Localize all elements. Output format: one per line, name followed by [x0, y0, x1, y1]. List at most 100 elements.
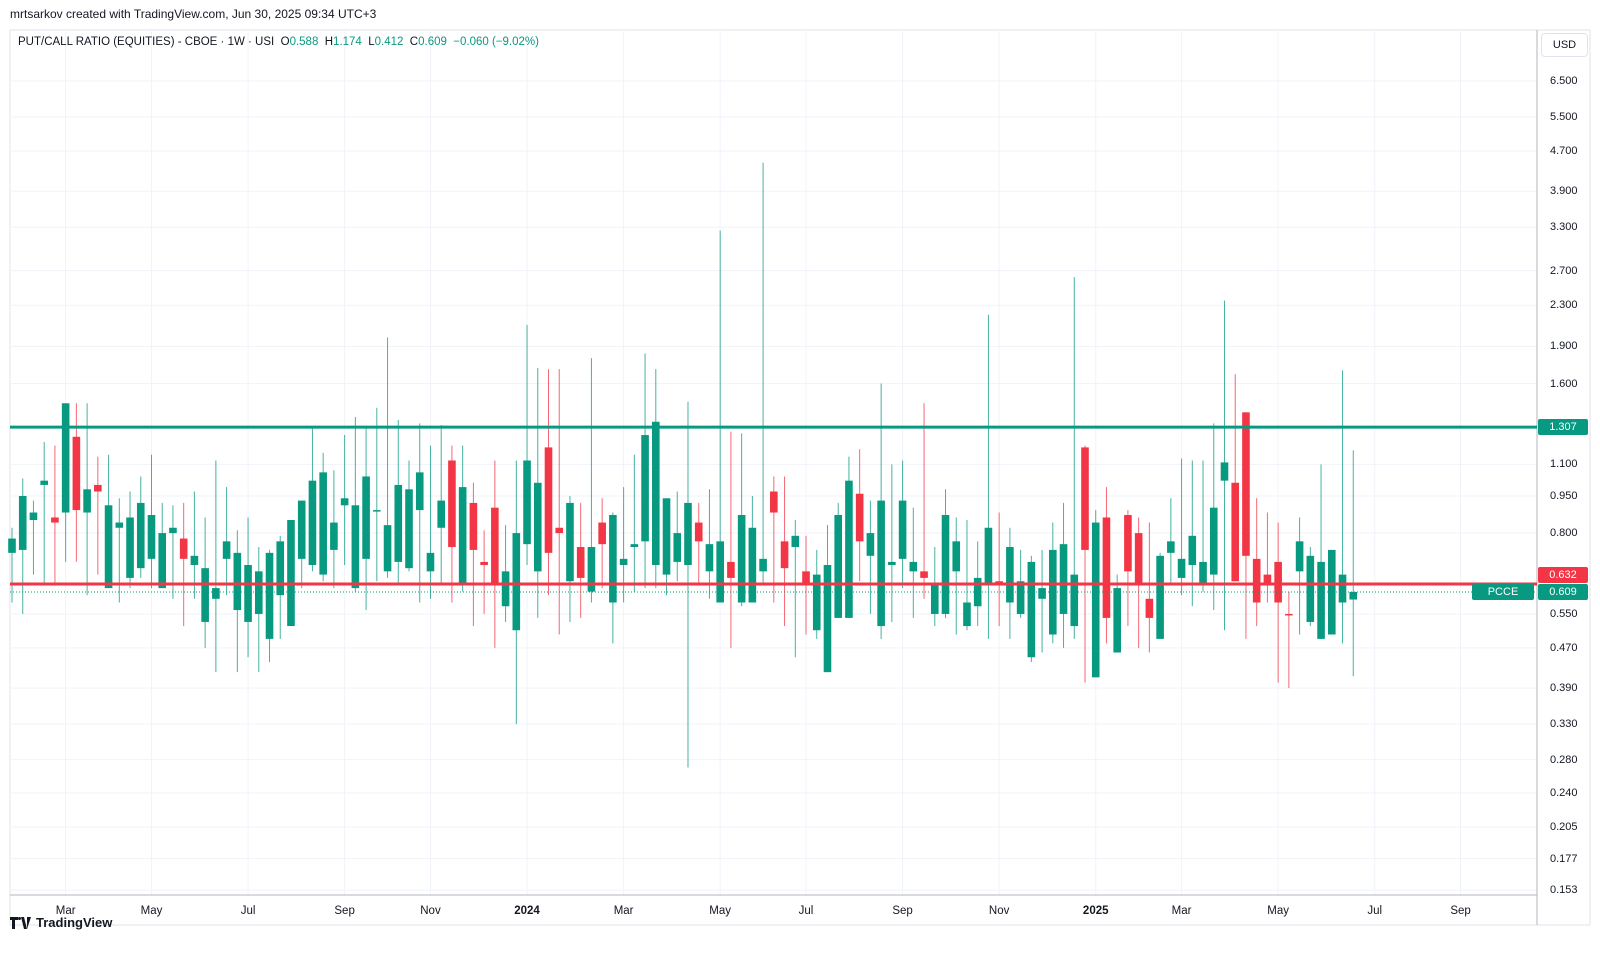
candle-body-up — [297, 500, 306, 559]
price-tick-label: 3.300 — [1550, 221, 1578, 234]
time-tick-label: Jul — [1367, 905, 1383, 917]
candle-body-up — [276, 541, 285, 596]
candle-body-up — [1113, 588, 1121, 653]
symbol-title[interactable]: PUT/CALL RATIO (EQUITIES) - CBOE · 1W · … — [18, 36, 275, 48]
candle-body-up — [587, 547, 596, 592]
candle-body-up — [759, 558, 767, 572]
candle-body-down — [555, 527, 564, 534]
candle-body-up — [340, 498, 349, 506]
price-tick-label: 2.700 — [1550, 264, 1578, 277]
price-tick-label: 0.240 — [1550, 786, 1578, 799]
candle-body-up — [254, 571, 263, 614]
price-tick-label: 0.550 — [1550, 607, 1578, 620]
tradingview-logo[interactable]: TradingView — [10, 915, 112, 930]
price-tick-label: 3.900 — [1550, 185, 1578, 198]
candle-body-up — [973, 577, 982, 607]
currency-button[interactable]: USD — [1541, 33, 1588, 57]
candle-body-down — [94, 484, 102, 492]
candle-body-up — [1188, 535, 1197, 566]
candle-body-up — [641, 435, 649, 542]
candle-body-up — [512, 533, 521, 631]
candle-body-up — [394, 484, 403, 562]
candle-body-down — [179, 538, 188, 559]
candle-body-up — [426, 552, 435, 572]
candle-body-up — [383, 525, 392, 572]
candle-body-up — [1199, 561, 1207, 585]
price-tick-label: 0.330 — [1550, 718, 1578, 731]
candle-body-up — [362, 476, 370, 559]
time-tick-label: Mar — [55, 905, 76, 917]
candle-body-up — [1038, 588, 1046, 599]
candle-body-up — [212, 588, 220, 599]
candle-body-up — [1327, 549, 1336, 635]
symbol-name-badge: PCCE — [1472, 583, 1534, 600]
candle-body-up — [823, 565, 832, 673]
candle-body-up — [834, 514, 843, 618]
candle-body-up — [415, 472, 424, 511]
horizontal-line-price-badge: 1.307 — [1538, 419, 1588, 436]
candle-body-up — [126, 517, 134, 578]
candle-body-up — [158, 533, 167, 589]
price-tick-label: 0.153 — [1550, 884, 1578, 897]
close-value: 0.609 — [418, 36, 447, 48]
high-label: H — [324, 36, 334, 48]
candle-body-up — [1220, 462, 1229, 481]
time-tick-label: May — [709, 905, 732, 917]
candle-body-up — [501, 571, 510, 607]
candle-body-down — [802, 571, 810, 585]
candle-body-up — [812, 574, 821, 631]
open-value: 0.588 — [289, 36, 319, 48]
candle-body-up — [330, 522, 338, 550]
time-tick-label: Mar — [1171, 905, 1192, 917]
price-tick-label: 4.700 — [1550, 144, 1578, 157]
close-label: C — [409, 36, 419, 48]
candle-body-down — [1081, 447, 1089, 550]
symbol-legend: PUT/CALL RATIO (EQUITIES) - CBOE · 1W · … — [18, 36, 539, 48]
candle-body-down — [480, 561, 488, 566]
low-label: L — [368, 36, 375, 48]
candle-body-down — [1263, 574, 1272, 585]
price-tick-label: 1.100 — [1550, 458, 1578, 471]
time-tick-label: Jul — [240, 905, 256, 917]
candle-body-up — [748, 527, 757, 603]
price-tick-label: 5.500 — [1550, 111, 1578, 124]
price-tick-label: 0.390 — [1550, 682, 1578, 695]
candle-body-up — [662, 498, 671, 575]
candle-body-up — [1306, 555, 1315, 622]
candle-body-down — [544, 447, 553, 553]
time-tick-label: 2024 — [514, 905, 540, 917]
candle-body-down — [598, 522, 606, 545]
candle-body-up — [930, 584, 939, 614]
candle-body-up — [963, 602, 971, 627]
time-tick-label: May — [1267, 905, 1289, 917]
candle-body-up — [533, 482, 542, 572]
candle-body-up — [652, 421, 660, 566]
candle-body-down — [491, 507, 499, 585]
candle-body-up — [1209, 507, 1218, 575]
chart-credit: mrtsarkov created with TradingView.com, … — [10, 7, 377, 21]
candle-body-up — [705, 544, 714, 572]
time-tick-label: Mar — [613, 905, 634, 917]
candle-body-up — [147, 514, 156, 559]
candle-body-up — [877, 500, 885, 627]
candle-body-down — [1285, 613, 1293, 616]
candle-body-up — [265, 552, 274, 639]
candle-body-up — [1295, 541, 1304, 572]
price-tick-label: 2.300 — [1550, 299, 1578, 312]
candle-body-up — [566, 502, 574, 582]
candle-body-up — [1049, 549, 1057, 635]
time-tick-label: Sep — [1450, 905, 1471, 917]
candle-body-down — [1134, 533, 1143, 585]
candle-body-up — [1338, 574, 1347, 603]
candle-body-up — [201, 568, 209, 622]
last-price-badge: 0.609 — [1538, 583, 1588, 600]
candle-body-down — [1242, 412, 1250, 556]
candle-body-up — [308, 480, 317, 566]
candle-body-down — [920, 571, 928, 578]
price-tick-label: 0.800 — [1550, 527, 1578, 540]
low-value: 0.412 — [374, 36, 404, 48]
candle-body-up — [619, 558, 628, 566]
candle-body-up — [630, 544, 639, 548]
candle-body-up — [136, 502, 145, 569]
